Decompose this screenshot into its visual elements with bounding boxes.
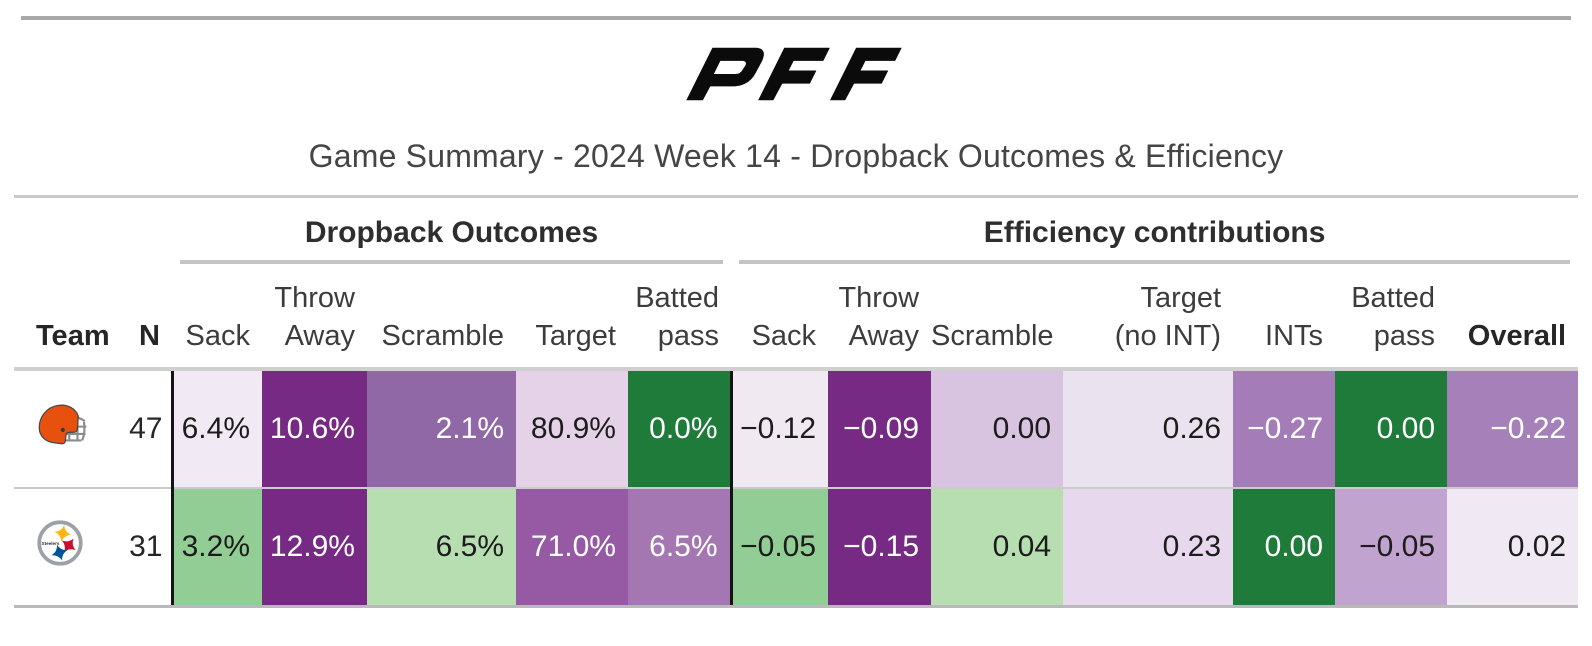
pff-logo [676,44,916,104]
column-header-ef-ints: INTs [1233,264,1336,372]
group-header-dropback-outcomes: Dropback Outcomes [172,208,731,264]
n-cell: 47 [110,369,172,489]
cell-overall: −0.22 [1447,369,1579,489]
cell-ef-target-no-int: 0.23 [1063,487,1234,609]
pff-logo-icon [686,47,902,101]
cell-do-sack: 6.4% [170,369,262,489]
cell-ef-sack: −0.12 [729,369,829,489]
cell-ef-ints: 0.00 [1233,487,1336,609]
cell-do-target: 71.0% [516,487,628,609]
browns-helmet-icon [36,403,88,447]
column-header-ef-target-no-int: Target (no INT) [1063,264,1234,372]
cell-do-batted-pass: 6.5% [628,487,732,609]
column-header-row: Team N Sack Throw Away Scramble Target B… [14,264,1579,372]
group-header-row: Dropback Outcomes Efficiency contributio… [14,208,1578,264]
group-label-dropback-outcomes: Dropback Outcomes [180,216,724,264]
column-header-ef-batted-pass: Batted pass [1335,264,1448,372]
steelers-logo-icon: Steelers [36,519,84,567]
cell-do-target: 80.9% [516,369,628,489]
group-header-efficiency-contributions: Efficiency contributions [731,208,1578,264]
column-header-n: N [110,264,172,372]
column-header-do-scramble: Scramble [367,264,516,372]
column-header-ef-sack: Sack [731,264,829,372]
group-header-spacer [14,208,172,264]
cell-do-sack: 3.2% [170,487,262,609]
column-header-ef-throw-away: Throw Away [828,264,932,372]
cell-ef-throw-away: −0.15 [828,487,932,609]
column-header-do-batted-pass: Batted pass [628,264,732,372]
table-row-browns: 47 6.4% 10.6% 2.1% 80.9% 0.0% −0.12 −0.0… [14,369,1579,489]
n-cell: 31 [110,487,172,609]
column-header-do-target: Target [516,264,628,372]
page-title: Game Summary - 2024 Week 14 - Dropback O… [308,138,1284,174]
cell-do-batted-pass: 0.0% [628,369,732,489]
table-row-steelers: Steelers 31 3.2% 12.9% 6.5% 71.0% 6.5% −… [14,487,1579,609]
svg-text:Steelers: Steelers [42,541,60,546]
column-header-do-throw-away: Throw Away [262,264,367,372]
cell-ef-batted-pass: −0.05 [1335,487,1448,609]
group-label-efficiency-contributions: Efficiency contributions [739,216,1571,264]
cell-ef-target-no-int: 0.26 [1063,369,1234,489]
cell-do-scramble: 2.1% [367,369,516,489]
column-header-do-sack: Sack [172,264,262,372]
cell-do-throw-away: 12.9% [262,487,367,609]
cell-ef-throw-away: −0.09 [828,369,932,489]
cell-ef-sack: −0.05 [729,487,829,609]
cell-ef-ints: −0.27 [1233,369,1336,489]
cell-ef-scramble: 0.00 [931,369,1064,489]
game-summary-table: Dropback Outcomes Efficiency contributio… [14,208,1579,609]
top-border-line [21,16,1571,20]
column-header-ef-scramble: Scramble [931,264,1064,372]
team-cell-browns [14,369,110,489]
cell-do-throw-away: 10.6% [262,369,367,489]
cell-do-scramble: 6.5% [367,487,516,609]
title-divider-line [14,195,1578,198]
cell-ef-scramble: 0.04 [931,487,1064,609]
cell-ef-batted-pass: 0.00 [1335,369,1448,489]
column-header-team: Team [14,264,110,372]
team-cell-steelers: Steelers [14,487,110,609]
column-header-overall: Overall [1447,264,1579,372]
cell-overall: 0.02 [1447,487,1579,609]
